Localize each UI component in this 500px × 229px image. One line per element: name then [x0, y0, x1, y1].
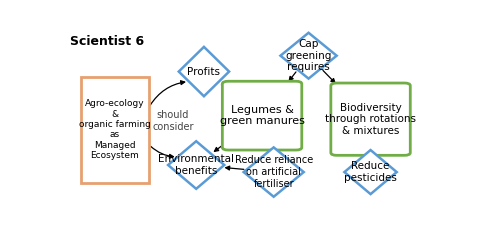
- Text: Legumes &
green manures: Legumes & green manures: [220, 105, 304, 126]
- Text: Scientist 6: Scientist 6: [70, 35, 144, 48]
- Text: Agro-ecology
&
organic farming
as
Managed
Ecosystem: Agro-ecology & organic farming as Manage…: [79, 99, 151, 160]
- Text: Biodiversity
through rotations
& mixtures: Biodiversity through rotations & mixture…: [325, 103, 416, 136]
- Text: Profits: Profits: [188, 67, 220, 76]
- FancyBboxPatch shape: [81, 77, 148, 183]
- Text: Reduce reliance
on artificial
fertiliser: Reduce reliance on artificial fertiliser: [234, 155, 313, 189]
- Text: Environmental
benefits: Environmental benefits: [158, 154, 234, 176]
- Text: Reduce
pesticides: Reduce pesticides: [344, 161, 397, 183]
- Polygon shape: [344, 150, 397, 194]
- FancyBboxPatch shape: [331, 83, 410, 155]
- Text: should
consider: should consider: [152, 110, 194, 132]
- Polygon shape: [244, 147, 304, 197]
- FancyBboxPatch shape: [222, 81, 302, 150]
- Polygon shape: [280, 33, 336, 79]
- Text: Cap
greening
requires: Cap greening requires: [286, 39, 332, 72]
- Polygon shape: [179, 47, 229, 96]
- Polygon shape: [168, 141, 224, 189]
